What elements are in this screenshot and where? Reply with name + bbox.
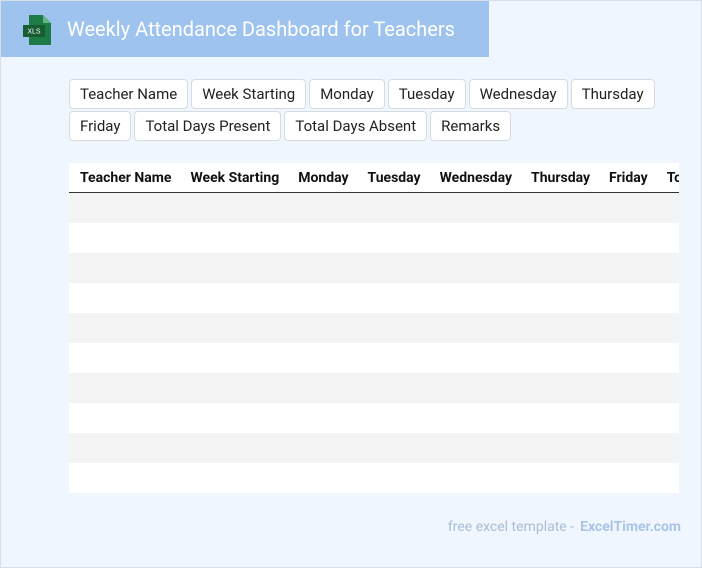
- table-row: [69, 403, 679, 433]
- table-row: [69, 343, 679, 373]
- column-header: Total Days Present: [655, 163, 679, 193]
- table-row: [69, 373, 679, 403]
- column-header: Week Starting: [179, 163, 288, 193]
- footer-link[interactable]: ExcelTimer.com: [580, 519, 681, 535]
- column-header: Wednesday: [428, 163, 521, 193]
- table-row: [69, 313, 679, 343]
- field-chip[interactable]: Thursday: [570, 79, 655, 109]
- column-header: Teacher Name: [69, 163, 180, 193]
- field-chip[interactable]: Week Starting: [191, 79, 307, 109]
- field-chip[interactable]: Wednesday: [468, 79, 568, 109]
- footer-text: free excel template -: [447, 519, 575, 535]
- field-chip[interactable]: Monday: [309, 79, 385, 109]
- table-row: [69, 193, 679, 223]
- field-chip[interactable]: Total Days Absent: [284, 111, 428, 141]
- table-row: [69, 463, 679, 493]
- header: XLS Weekly Attendance Dashboard for Teac…: [1, 1, 489, 57]
- column-header: Friday: [598, 163, 656, 193]
- column-header: Tuesday: [356, 163, 429, 193]
- footer: free excel template - ExcelTimer.com: [448, 519, 681, 535]
- xls-icon: XLS: [23, 15, 51, 45]
- title: Weekly Attendance Dashboard for Teachers: [67, 17, 455, 41]
- table-row: [69, 283, 679, 313]
- field-chip[interactable]: Friday: [69, 111, 132, 141]
- field-chip[interactable]: Teacher Name: [69, 79, 189, 109]
- field-chip[interactable]: Total Days Present: [134, 111, 282, 141]
- table-row: [69, 223, 679, 253]
- table-row: [69, 253, 679, 283]
- table: Teacher Name Week Starting Monday Tuesday We…: [69, 163, 679, 494]
- table-row: [69, 433, 679, 463]
- column-header: Thursday: [520, 163, 599, 193]
- header-row: Teacher Name Week Starting Monday Tuesday We…: [69, 163, 679, 193]
- field-chip[interactable]: Remarks: [430, 111, 512, 141]
- column-header: Monday: [287, 163, 357, 193]
- icon-label: XLS: [27, 28, 41, 35]
- field-chips: Teacher Name Week Starting Monday Tuesday We…: [69, 79, 659, 141]
- field-chip[interactable]: Tuesday: [387, 79, 466, 109]
- table-body: [69, 193, 679, 493]
